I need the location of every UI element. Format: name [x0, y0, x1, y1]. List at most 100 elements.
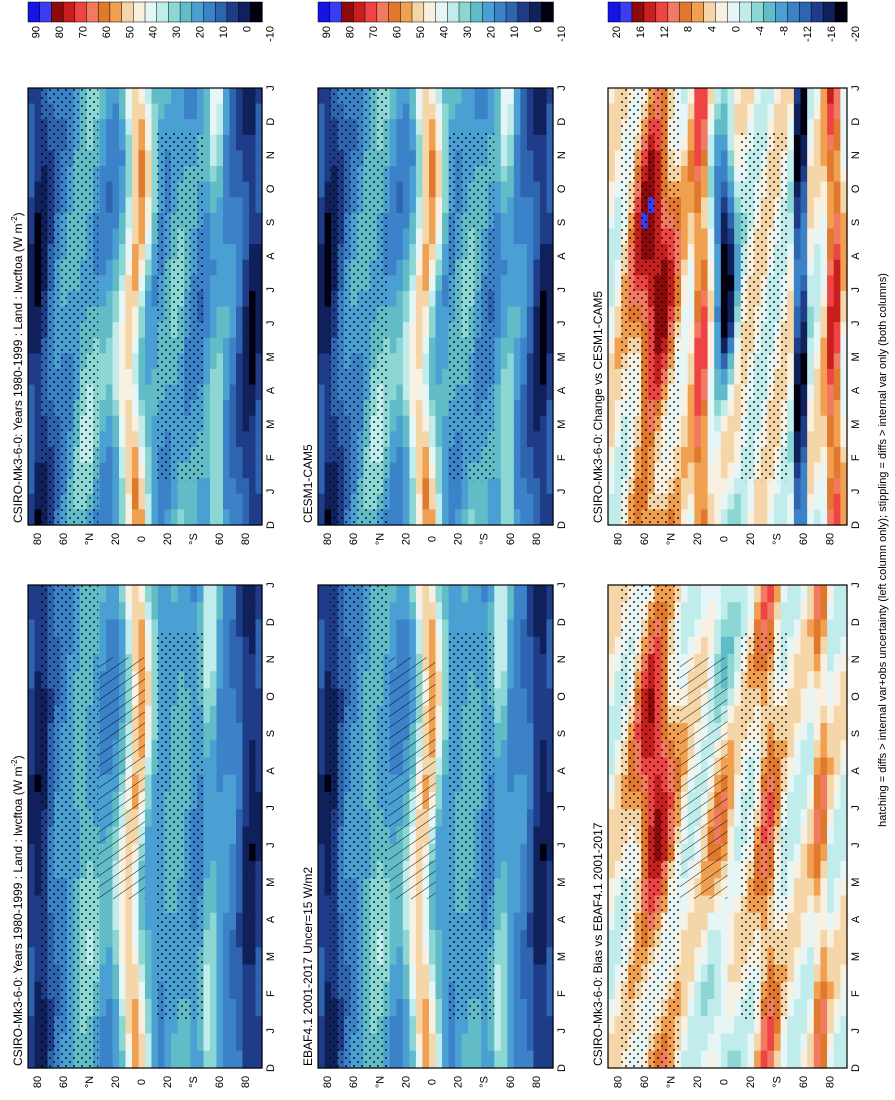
heat-cell — [255, 212, 263, 230]
heat-cell — [539, 353, 548, 370]
heat-cell — [255, 244, 263, 261]
heat-cell — [324, 964, 332, 983]
heat-cell — [481, 1050, 489, 1069]
heat-cell — [442, 912, 450, 931]
heat-cell — [389, 493, 397, 510]
heat-cell — [533, 212, 541, 230]
heat-cell — [614, 723, 622, 741]
heat-cell — [229, 103, 237, 120]
heat-cell — [428, 999, 437, 1017]
heat-cell — [112, 103, 120, 120]
month-tick-label: M — [556, 952, 568, 961]
heat-cell — [396, 400, 404, 417]
heat-cell — [119, 636, 127, 655]
heat-cell — [474, 493, 482, 510]
heat-cell — [415, 103, 424, 120]
heat-cell — [132, 999, 140, 1017]
heat-cell — [119, 322, 127, 339]
heat-cell — [402, 306, 410, 323]
heat-cell — [526, 384, 535, 401]
heat-cell — [236, 826, 244, 845]
heat-cell — [112, 150, 120, 167]
panel-title-sup: -2 — [10, 216, 19, 224]
heat-cell — [707, 585, 715, 603]
heat-cell — [813, 723, 822, 741]
heat-cell — [526, 1033, 535, 1052]
heat-cell — [409, 275, 417, 292]
heat-cell — [138, 353, 146, 370]
heat-cell — [34, 150, 42, 167]
heat-cell — [546, 384, 554, 401]
month-tick-label: O — [265, 184, 277, 193]
heat-cell — [112, 585, 120, 603]
heat-cell — [210, 1050, 218, 1069]
heat-cell — [112, 415, 120, 432]
month-tick-label: M — [265, 352, 277, 361]
heat-cell — [177, 1050, 185, 1069]
heat-cell — [106, 446, 114, 464]
heat-cell — [229, 197, 237, 214]
heat-cell — [151, 353, 159, 370]
heat-cell — [526, 757, 535, 776]
heat-cell — [396, 275, 404, 292]
heat-cell — [145, 723, 153, 741]
heat-cell — [318, 103, 326, 120]
heat-cell — [324, 478, 332, 495]
heat-cell — [112, 337, 120, 354]
heat-cell — [442, 150, 450, 167]
heat-cell — [539, 723, 548, 741]
heat-cell — [474, 1033, 482, 1052]
heat-cell — [526, 509, 535, 526]
heat-cell — [760, 585, 768, 603]
heat-cell — [132, 509, 140, 526]
heat-cell — [389, 166, 397, 183]
heat-cell — [500, 259, 508, 276]
heat-cell — [255, 1033, 263, 1052]
heat-cell — [249, 912, 257, 931]
heat-cell — [533, 930, 541, 948]
heat-cell — [106, 415, 114, 432]
heat-cell — [229, 757, 237, 776]
heat-cell — [236, 654, 244, 672]
heat-cell — [236, 740, 244, 759]
heat-cell — [494, 1033, 502, 1052]
heat-cell — [210, 493, 218, 510]
heat-cell — [494, 671, 502, 690]
heat-cell — [171, 619, 179, 638]
heat-cell — [468, 619, 476, 638]
heat-cell — [461, 585, 469, 603]
heat-cell — [409, 585, 417, 603]
heat-cell — [409, 150, 417, 167]
heat-cell — [507, 878, 515, 897]
heat-cell — [520, 723, 528, 741]
heat-cell — [324, 462, 332, 479]
heat-cell — [255, 150, 263, 167]
heat-cell — [402, 400, 410, 417]
heat-cell — [539, 150, 548, 167]
heat-cell — [494, 431, 502, 448]
heat-cell — [106, 384, 114, 401]
heat-cell — [210, 895, 218, 914]
heat-cell — [520, 384, 528, 401]
heat-cell — [546, 353, 554, 370]
heat-cell — [727, 809, 735, 828]
heat-cell — [324, 723, 332, 741]
colorbar-label: -10 — [556, 26, 568, 42]
heat-cell — [145, 861, 153, 879]
heat-cell — [461, 493, 469, 510]
lat-tick-label: 20 — [400, 533, 412, 545]
heat-cell — [236, 509, 244, 526]
heat-cell — [389, 290, 397, 308]
heat-cell — [125, 166, 133, 183]
heat-cell — [151, 740, 159, 759]
heat-cell — [255, 999, 263, 1017]
heat-cell — [513, 809, 521, 828]
heat-cell — [435, 895, 443, 914]
panel-title: CSIRO-Mk3-6-0: Years 1980-1999 : Land : … — [10, 212, 25, 523]
heat-cell — [507, 826, 515, 845]
heat-cell — [614, 602, 622, 621]
heat-cell — [190, 509, 198, 526]
heat-cell — [720, 930, 729, 948]
heat-cell — [203, 353, 211, 370]
heat-cell — [513, 181, 521, 198]
